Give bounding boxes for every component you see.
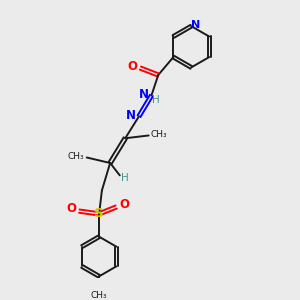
Text: CH₃: CH₃ xyxy=(151,130,167,139)
Text: O: O xyxy=(66,202,76,215)
Text: H: H xyxy=(121,173,129,183)
Text: CH₃: CH₃ xyxy=(68,152,85,160)
Text: N: N xyxy=(139,88,149,101)
Text: N: N xyxy=(191,20,200,30)
Text: H: H xyxy=(152,95,160,105)
Text: O: O xyxy=(128,60,138,73)
Text: S: S xyxy=(94,207,104,220)
Text: CH₃: CH₃ xyxy=(91,291,107,300)
Text: O: O xyxy=(119,198,129,211)
Text: N: N xyxy=(126,109,136,122)
